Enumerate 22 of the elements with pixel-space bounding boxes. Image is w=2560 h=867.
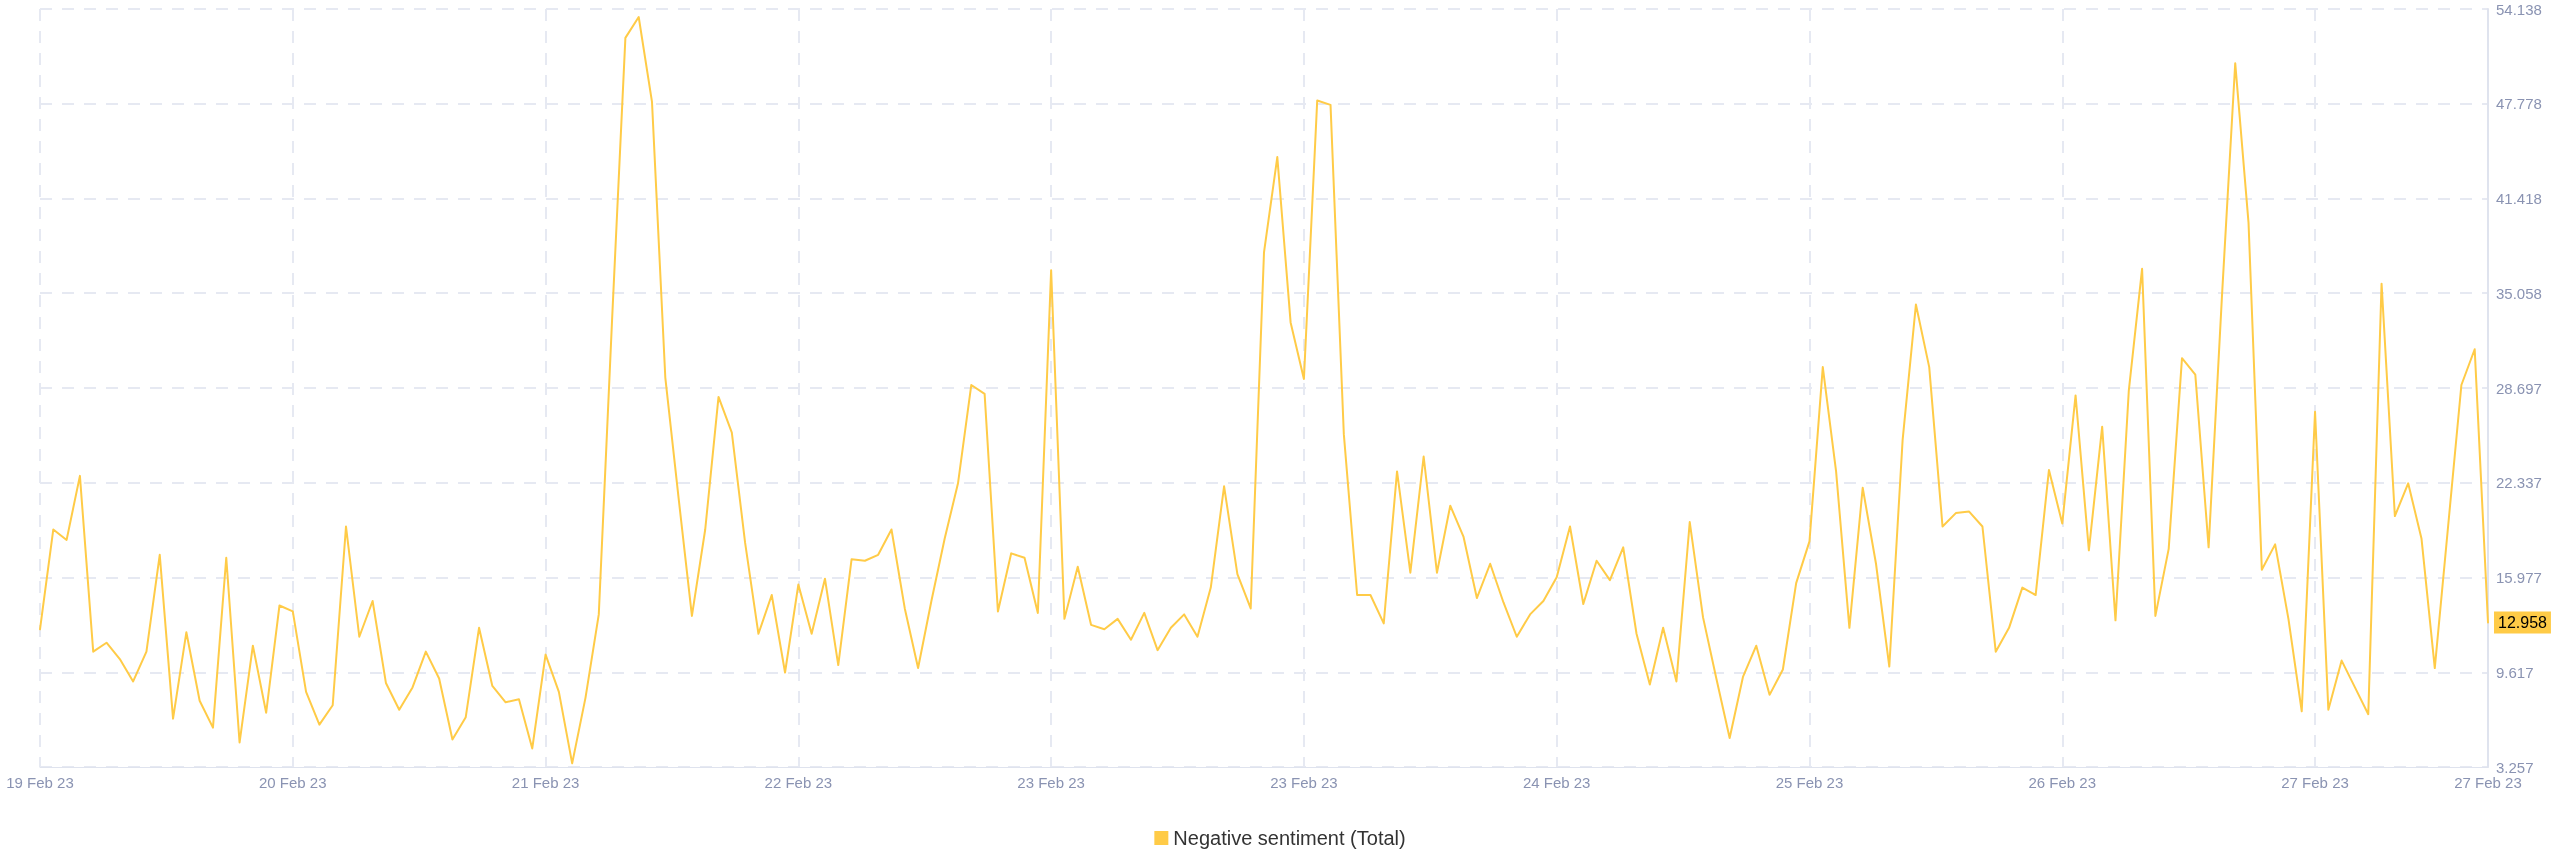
x-tick-label: 21 Feb 23 <box>511 774 580 791</box>
x-tick-label: 23 Feb 23 <box>1017 774 1085 791</box>
y-tick-label: 9.617 <box>2496 663 2534 681</box>
legend-label: Negative sentiment (Total) <box>1173 827 1406 849</box>
x-tick-label: 27 Feb 23 <box>2281 774 2349 791</box>
x-tick-label: 24 Feb 23 <box>1522 774 1591 791</box>
y-tick-label: 28.697 <box>2496 379 2542 397</box>
x-tick-label: 27 Feb 23 <box>2454 774 2522 791</box>
y-tick-label: 54.138 <box>2496 0 2542 18</box>
x-tick-label: 22 Feb 23 <box>764 774 833 791</box>
x-tick-label: 19 Feb 23 <box>6 774 74 791</box>
y-tick-label: 15.977 <box>2496 569 2542 586</box>
x-tick-label: 23 Feb 23 <box>1270 774 1338 791</box>
x-tick-label: 25 Feb 23 <box>1775 774 1844 791</box>
x-tick-label: 20 Feb 23 <box>259 774 327 791</box>
y-tick-label: 3.257 <box>2496 758 2534 776</box>
y-tick-label: 41.418 <box>2496 190 2542 207</box>
x-tick-label: 26 Feb 23 <box>2028 774 2097 791</box>
text: 12.958 <box>2498 613 2548 631</box>
y-tick-label: 47.778 <box>2496 95 2542 113</box>
y-tick-label: 35.058 <box>2496 284 2542 302</box>
y-tick-label: 22.337 <box>2496 474 2542 492</box>
